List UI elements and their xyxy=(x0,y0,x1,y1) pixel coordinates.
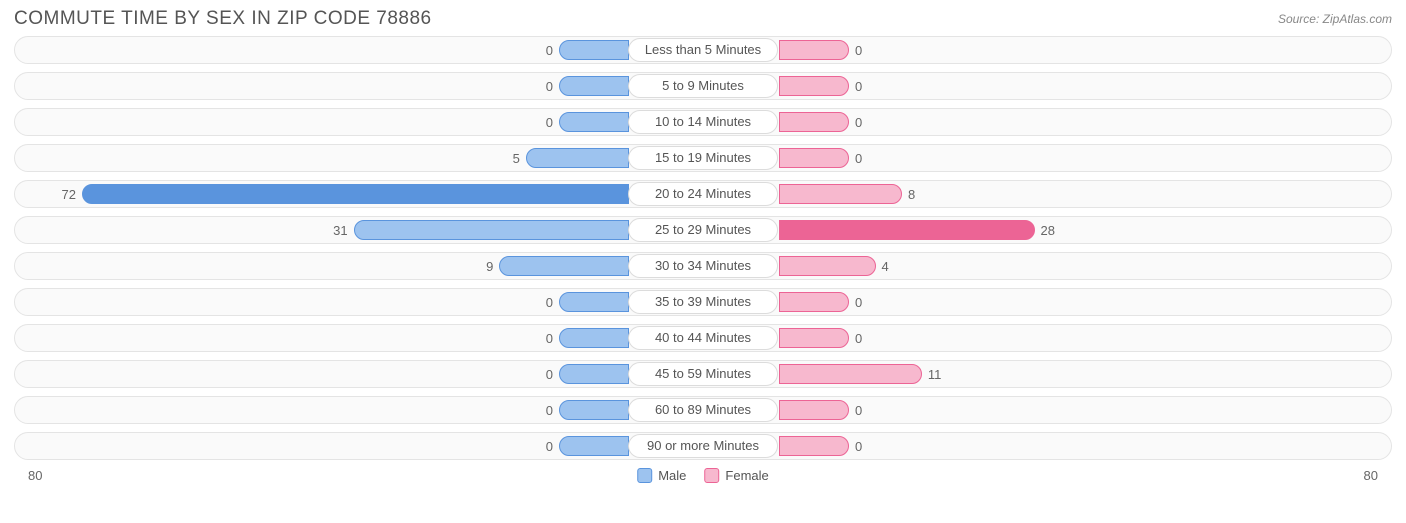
chart-row: 15 to 19 Minutes 5 0 xyxy=(14,144,1392,172)
value-female: 11 xyxy=(922,361,942,389)
row-category-label: 5 to 9 Minutes xyxy=(628,74,778,98)
value-female: 0 xyxy=(849,145,862,173)
row-category-label: 45 to 59 Minutes xyxy=(628,362,778,386)
bar-female xyxy=(779,256,876,276)
bar-male xyxy=(82,184,629,204)
chart-row: 10 to 14 Minutes 0 0 xyxy=(14,108,1392,136)
value-male: 0 xyxy=(15,325,559,353)
row-category-label: 40 to 44 Minutes xyxy=(628,326,778,350)
value-male: 31 xyxy=(15,217,354,245)
bar-male xyxy=(559,400,629,420)
bar-male xyxy=(559,436,629,456)
bar-male xyxy=(354,220,629,240)
bar-female xyxy=(779,40,849,60)
value-female: 0 xyxy=(849,325,862,353)
axis-max-left: 80 xyxy=(28,468,42,483)
bar-male xyxy=(526,148,629,168)
bar-male xyxy=(559,112,629,132)
chart-row: 25 to 29 Minutes 31 28 xyxy=(14,216,1392,244)
bar-male xyxy=(559,364,629,384)
bar-male xyxy=(559,292,629,312)
value-male: 72 xyxy=(15,181,82,209)
row-category-label: 25 to 29 Minutes xyxy=(628,218,778,242)
bar-male xyxy=(559,328,629,348)
chart-row: Less than 5 Minutes 0 0 xyxy=(14,36,1392,64)
value-female: 0 xyxy=(849,433,862,461)
chart-footer: 80 Male Female 80 xyxy=(0,468,1406,498)
chart-title: COMMUTE TIME BY SEX IN ZIP CODE 78886 xyxy=(14,8,432,30)
chart-row: 90 or more Minutes 0 0 xyxy=(14,432,1392,460)
chart-area: Less than 5 Minutes005 to 9 Minutes0010 … xyxy=(0,36,1406,460)
chart-row: 45 to 59 Minutes 0 11 xyxy=(14,360,1392,388)
chart-row: 20 to 24 Minutes 72 8 xyxy=(14,180,1392,208)
chart-header: COMMUTE TIME BY SEX IN ZIP CODE 78886 So… xyxy=(0,0,1406,36)
chart-row: 60 to 89 Minutes 0 0 xyxy=(14,396,1392,424)
value-female: 4 xyxy=(876,253,889,281)
swatch-male-icon xyxy=(637,468,652,483)
value-female: 0 xyxy=(849,73,862,101)
chart-row: 5 to 9 Minutes 0 0 xyxy=(14,72,1392,100)
bar-female xyxy=(779,76,849,96)
value-female: 28 xyxy=(1035,217,1055,245)
chart-row: 30 to 34 Minutes 9 4 xyxy=(14,252,1392,280)
legend-item-male: Male xyxy=(637,468,686,483)
value-male: 0 xyxy=(15,289,559,317)
bar-male xyxy=(559,76,629,96)
row-category-label: 15 to 19 Minutes xyxy=(628,146,778,170)
chart-row: 35 to 39 Minutes 0 0 xyxy=(14,288,1392,316)
row-category-label: 30 to 34 Minutes xyxy=(628,254,778,278)
bar-female xyxy=(779,328,849,348)
swatch-female-icon xyxy=(704,468,719,483)
bar-female xyxy=(779,292,849,312)
legend-label-female: Female xyxy=(725,468,768,483)
bar-female xyxy=(779,220,1035,240)
row-category-label: 35 to 39 Minutes xyxy=(628,290,778,314)
chart-row: 40 to 44 Minutes 0 0 xyxy=(14,324,1392,352)
value-female: 8 xyxy=(902,181,915,209)
value-male: 0 xyxy=(15,37,559,65)
bar-female xyxy=(779,184,902,204)
value-male: 0 xyxy=(15,109,559,137)
row-category-label: 60 to 89 Minutes xyxy=(628,398,778,422)
bar-male xyxy=(499,256,629,276)
bar-female xyxy=(779,112,849,132)
value-female: 0 xyxy=(849,397,862,425)
axis-max-right: 80 xyxy=(1364,468,1378,483)
row-category-label: Less than 5 Minutes xyxy=(628,38,778,62)
bar-female xyxy=(779,364,922,384)
bar-male xyxy=(559,40,629,60)
value-female: 0 xyxy=(849,109,862,137)
row-category-label: 90 or more Minutes xyxy=(628,434,778,458)
legend: Male Female xyxy=(637,468,769,483)
value-male: 5 xyxy=(15,145,526,173)
chart-source: Source: ZipAtlas.com xyxy=(1278,12,1392,26)
value-male: 0 xyxy=(15,397,559,425)
value-male: 0 xyxy=(15,73,559,101)
legend-label-male: Male xyxy=(658,468,686,483)
bar-female xyxy=(779,400,849,420)
legend-item-female: Female xyxy=(704,468,768,483)
value-male: 0 xyxy=(15,361,559,389)
value-male: 0 xyxy=(15,433,559,461)
value-female: 0 xyxy=(849,37,862,65)
value-male: 9 xyxy=(15,253,499,281)
row-category-label: 10 to 14 Minutes xyxy=(628,110,778,134)
bar-female xyxy=(779,148,849,168)
value-female: 0 xyxy=(849,289,862,317)
row-category-label: 20 to 24 Minutes xyxy=(628,182,778,206)
bar-female xyxy=(779,436,849,456)
